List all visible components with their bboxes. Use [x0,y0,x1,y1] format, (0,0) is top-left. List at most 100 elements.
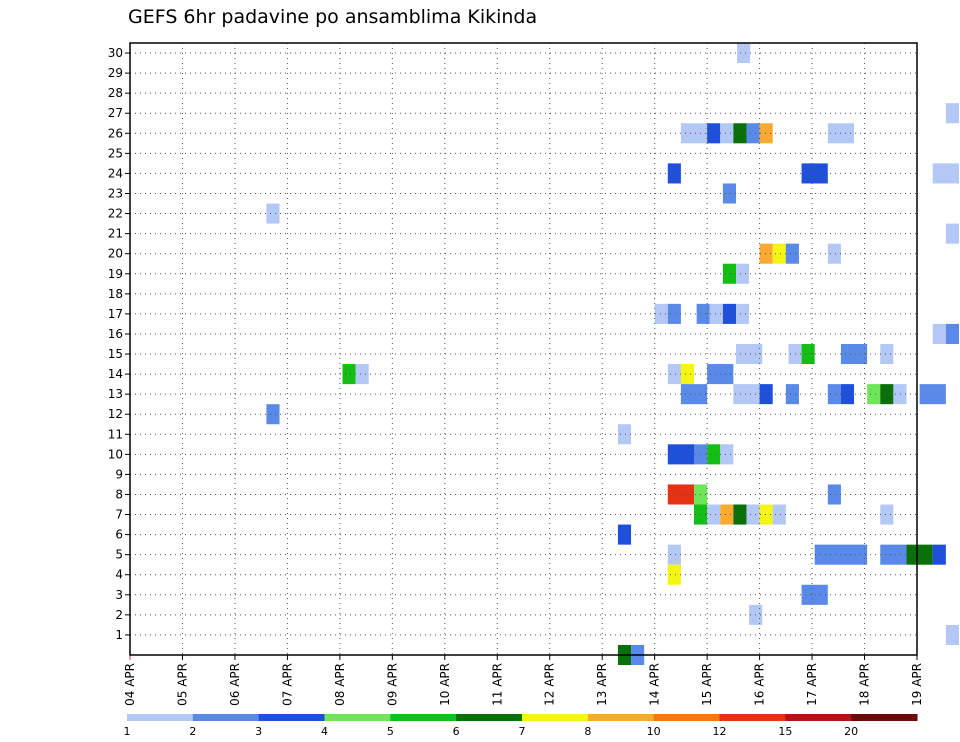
y-tick-label: 13 [108,387,123,401]
heatmap-cells [266,43,959,666]
heatmap-cell [932,544,946,565]
x-tick-label: 15 APR [700,663,714,706]
x-tick-label: 06 APR [228,663,242,706]
heatmap-cell [707,504,721,525]
heatmap-cell [893,384,907,405]
colorbar-segment [456,714,523,721]
colorbar-segment [192,714,260,721]
x-tick-label: 11 APR [490,663,504,706]
heatmap-cell [680,384,708,405]
heatmap-cell [880,384,894,405]
heatmap-cell [827,484,841,505]
colorbar-label: 3 [255,725,262,738]
heatmap-cell [772,504,786,525]
y-tick-label: 3 [115,588,123,602]
colorbar-label: 7 [519,725,526,738]
y-tick-label: 19 [108,267,123,281]
y-tick-label: 2 [115,608,123,622]
heatmap-cell [827,384,841,405]
colorbar-label: 1 [124,725,131,738]
y-tick-label: 14 [108,367,123,381]
heatmap-cell [266,404,280,425]
colorbar-segment [390,714,457,721]
colorbar-segment [587,714,655,721]
heatmap-cell [342,364,356,385]
colorbar-segment [324,714,391,721]
heatmap-cell [720,444,734,465]
y-tick-label: 15 [108,347,123,361]
y-tick-label: 21 [108,227,123,241]
y-tick-label: 30 [108,46,123,60]
heatmap-cell [945,103,959,124]
colorbar-label: 20 [844,725,858,738]
y-tick-label: 27 [108,106,123,120]
x-tick-label: 12 APR [543,663,557,706]
heatmap-cell [759,243,773,264]
heatmap-cell [827,243,841,264]
colorbar-segment [522,714,589,721]
heatmap-cell [906,544,933,565]
heatmap-cell [720,123,734,144]
y-tick-label: 11 [108,427,123,441]
heatmap-cell [945,323,959,344]
heatmap-cell [867,384,881,405]
heatmap-cell [785,243,799,264]
y-tick-label: 5 [115,548,123,562]
heatmap-cell [759,123,773,144]
y-tick-label: 8 [115,487,123,501]
colorbar-label: 4 [321,725,328,738]
y-tick-label: 23 [108,186,123,200]
heatmap-cell [654,303,668,324]
grid-lines [130,43,917,655]
heatmap-cell [785,384,799,405]
heatmap-cell [880,544,907,565]
x-axis: 04 APR 05 APR 06 APR 07 APR 08 APR 09 APR 10 A… [123,655,924,706]
x-tick-label: 09 APR [385,663,399,706]
heatmap-cell [840,384,855,405]
heatmap-cell [722,183,736,204]
heatmap-cell [707,444,721,465]
y-tick-label: 22 [108,207,123,221]
colorbar-segment [851,714,918,721]
heatmap-cell [801,163,828,184]
heatmap-cell [746,123,760,144]
chart-title: GEFS 6hr padavine po ansamblima Kikinda [128,6,538,28]
heatmap-cell [735,303,750,324]
heatmap-cell [945,624,959,645]
colorbar-label: 5 [387,725,394,738]
heatmap-cell [801,584,828,605]
colorbar-label: 6 [453,725,460,738]
x-tick-label: 14 APR [648,663,662,706]
heatmap-cell [746,504,760,525]
x-tick-label: 17 APR [805,663,819,706]
colorbar-segment [127,714,194,721]
heatmap-cell [733,504,747,525]
colorbar-label: 8 [584,725,591,738]
colorbar-label: 12 [713,725,727,738]
heatmap-cell [735,263,750,284]
heatmap-cell [880,504,894,525]
heatmap-cell [840,343,868,365]
heatmap-cell [720,504,734,525]
y-tick-label: 25 [108,146,123,160]
heatmap-cell [759,504,773,525]
y-tick-label: 29 [108,66,123,80]
y-tick-label: 9 [115,467,123,481]
heatmap-cell [667,364,681,385]
heatmap-cell [945,223,959,244]
heatmap-cell [932,323,946,344]
y-tick-label: 26 [108,126,123,140]
heatmap-cell [733,123,747,144]
heatmap-cell [680,123,708,144]
x-tick-label: 05 APR [175,663,189,706]
x-tick-label: 08 APR [333,663,347,706]
heatmap-cell [617,524,632,545]
plot-frame [129,42,918,656]
heatmap-cell [735,343,763,365]
heatmap-cell [355,364,369,385]
colorbar-legend: 1 2 3 4 5 6 7 8 10 12 15 20 [124,714,918,738]
y-tick-label: 7 [115,508,123,522]
y-tick-label: 17 [108,307,123,321]
heatmap-cell [709,303,723,324]
